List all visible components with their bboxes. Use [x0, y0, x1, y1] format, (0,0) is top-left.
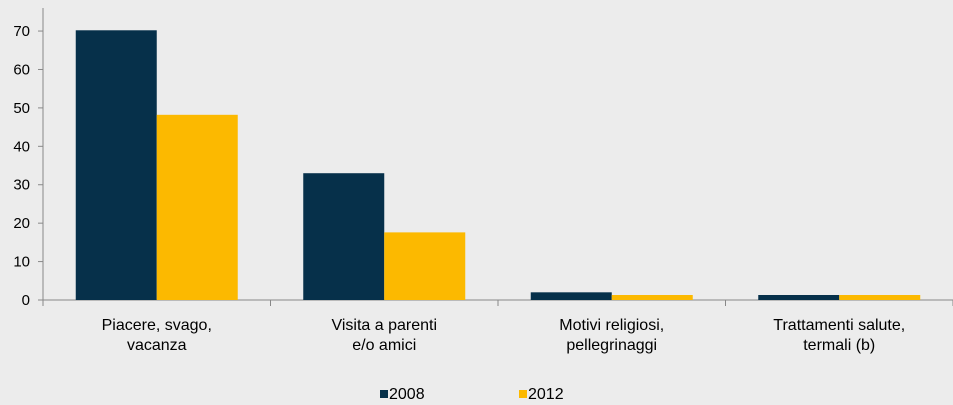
y-tick-label: 20 [13, 215, 30, 232]
category-label: Visita a parenti [331, 317, 437, 334]
category-label: Motivi religiosi, [559, 317, 664, 334]
category-label: Trattamenti salute, [773, 317, 905, 334]
legend-swatch-2012 [519, 390, 527, 398]
category-label: vacanza [127, 337, 187, 354]
y-tick-label: 10 [13, 254, 30, 271]
bar-2012-0 [156, 114, 238, 301]
y-tick-label: 70 [13, 23, 30, 40]
category-label: e/o amici [352, 337, 416, 354]
y-tick-label: 50 [13, 100, 30, 117]
y-tick-label: 40 [13, 138, 30, 155]
bar-2012-2 [611, 295, 693, 300]
category-label: termali (b) [803, 337, 875, 354]
bars [75, 30, 921, 301]
y-axis-ticks: 0 10 20 30 40 50 60 70 [13, 23, 43, 309]
legend-label: 2008 [389, 386, 425, 403]
bar-2012-3 [839, 295, 921, 300]
y-tick-label: 30 [13, 177, 30, 194]
y-tick-label: 60 [13, 61, 30, 78]
legend-label: 2012 [528, 386, 564, 403]
bar-2008-3 [758, 295, 840, 300]
category-labels: Piacere, svago, vacanza Visita a parenti e/… [102, 317, 906, 354]
legend: 2008 2012 [380, 386, 564, 403]
category-label: Piacere, svago, [102, 317, 212, 334]
y-tick-label: 0 [22, 292, 30, 309]
bar-2008-0 [75, 30, 157, 300]
bar-2012-1 [384, 232, 466, 300]
bar-2008-2 [530, 292, 612, 300]
category-label: pellegrinaggi [566, 337, 657, 354]
legend-swatch-2008 [380, 390, 388, 398]
bar-2008-1 [303, 173, 385, 300]
x-axis-ticks [42, 300, 953, 306]
